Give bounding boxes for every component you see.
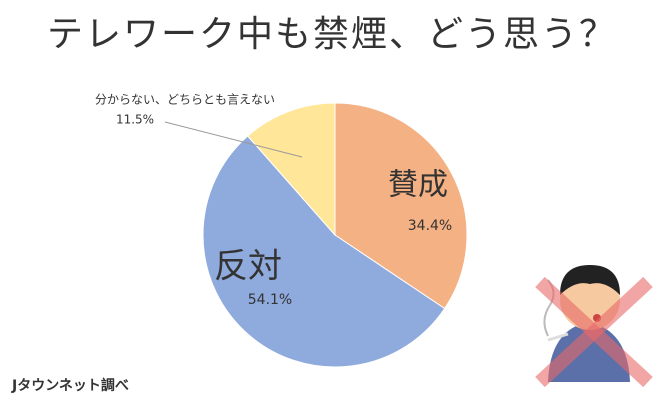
leader-line <box>164 121 303 158</box>
slice-label: 反対 <box>214 247 282 287</box>
cross-line <box>535 276 653 388</box>
source: Jタウンネット調べ <box>11 377 129 394</box>
illustration <box>535 265 653 388</box>
value-label: 54.1% <box>248 292 292 308</box>
slice-label: 賛成 <box>388 168 448 203</box>
value-label: 34.4% <box>408 218 452 234</box>
hair <box>560 265 620 295</box>
chart-title: テレワーク中も禁煙、どう思う？ <box>47 14 617 55</box>
pie-slice <box>334 102 468 310</box>
value-label: 11.5% <box>116 113 154 127</box>
cigarette <box>547 332 569 342</box>
slice-label: 分からない、どちらとも言えない <box>95 93 275 107</box>
pie-slice <box>202 135 446 368</box>
pie-slice <box>247 102 336 237</box>
